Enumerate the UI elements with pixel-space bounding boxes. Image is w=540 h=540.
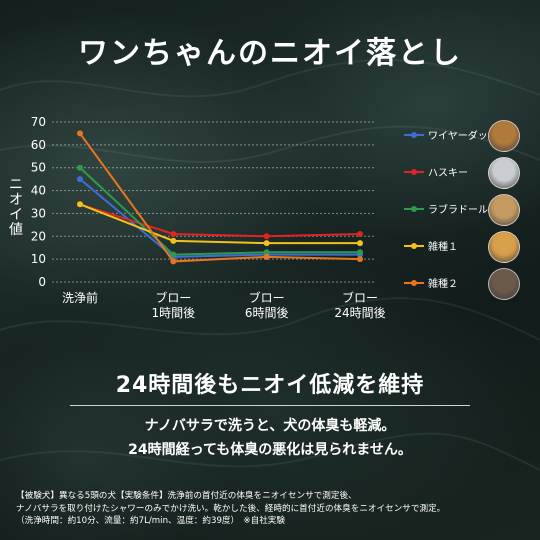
legend-label: ラブラドール: [428, 205, 488, 216]
legend-marker: [411, 206, 417, 212]
chart-legend: ワイヤーダックス ハスキーラブラドール 雑種１ 雑種２: [404, 118, 534, 303]
legend-marker: [411, 132, 417, 138]
legend-marker: [411, 243, 417, 249]
series-line: [79, 203, 360, 245]
legend-item: ラブラドール: [404, 192, 534, 229]
odor-line-chart: 0 10 20 30 40 50 60 70 洗浄前 ブロー 1時間後 ブロー 6時間後 ブロー 24時間…: [31, 115, 386, 320]
y-tick-label: 40: [31, 184, 46, 198]
dachshund-photo-icon: [488, 120, 520, 152]
legend-label: ワイヤーダックス: [428, 131, 508, 142]
legend-label: 雑種１: [428, 242, 458, 253]
series-line: [79, 203, 361, 238]
y-tick-label: 30: [31, 206, 46, 220]
legend-item: 雑種１: [404, 229, 534, 266]
legend-marker: [411, 169, 417, 175]
data-point: [263, 240, 270, 247]
series-line: [79, 132, 361, 263]
data-point: [170, 237, 177, 244]
x-category-label: ブロー 6時間後: [245, 290, 289, 320]
body-line-2: 24時間経っても体臭の悪化は見られません。: [128, 442, 412, 458]
data-point: [170, 231, 177, 237]
body-line-1: ナノバサラで洗うと、犬の体臭も軽減。: [144, 418, 396, 434]
mixed-breed-2-photo-icon: [488, 268, 520, 300]
legend-item: 雑種２: [404, 266, 534, 303]
note-line-1: 【被験犬】異なる5頭の犬【実験条件】洗浄前の首付近の体臭をニオイセンサで測定後、: [16, 491, 357, 501]
x-category-label: ブロー 1時間後: [152, 290, 196, 320]
body-copy: ナノバサラで洗うと、犬の体臭も軽減。 24時間経っても体臭の悪化は見られません。: [0, 414, 540, 462]
husky-photo-icon: [488, 157, 520, 189]
data-point: [263, 249, 270, 256]
series-line: [79, 166, 360, 256]
page-title: ワンちゃんのニオイ落とし: [78, 36, 462, 71]
mixed-breed-1-photo-icon: [488, 231, 520, 263]
data-point: [170, 251, 177, 258]
legend-marker: [411, 280, 417, 286]
experiment-notes: 【被験犬】異なる5頭の犬【実験条件】洗浄前の首付近の体臭をニオイセンサで測定後、…: [16, 490, 531, 528]
note-line-3: （洗浄時間：約10分、流量：約7L/min、温度：約39度） ※自社実験: [16, 516, 285, 526]
data-point: [77, 164, 83, 171]
legend-item: ワイヤーダックス: [404, 118, 534, 155]
data-point: [263, 253, 270, 260]
x-category-label: ブロー 24時間後: [334, 290, 385, 320]
y-tick-label: 70: [31, 115, 46, 129]
y-tick-label: 0: [38, 275, 46, 289]
subheadline: 24時間後もニオイ低減を維持: [115, 373, 425, 398]
data-point: [77, 201, 83, 208]
y-tick-label: 60: [31, 138, 46, 152]
data-point: [357, 256, 363, 263]
series-line: [79, 178, 360, 258]
note-line-2: ナノバサラを取り付けたシャワーのみでかけ洗い。乾かした後、経時的に首付近の体臭を…: [16, 503, 446, 514]
legend-item: ハスキー: [404, 155, 534, 192]
data-point: [357, 240, 363, 247]
labrador-photo-icon: [488, 194, 520, 226]
data-point: [263, 233, 270, 240]
legend-label: ハスキー: [428, 168, 468, 179]
y-tick-label: 20: [31, 229, 46, 243]
data-point: [77, 130, 83, 137]
y-tick-label: 10: [31, 252, 46, 266]
data-point: [170, 258, 177, 265]
y-axis-label: ニオイ値: [9, 177, 23, 238]
data-point: [357, 231, 363, 237]
divider: [70, 405, 470, 406]
y-tick-label: 50: [31, 161, 46, 175]
legend-label: 雑種２: [428, 279, 458, 290]
data-point: [357, 249, 363, 256]
data-point: [77, 176, 83, 183]
x-category-label: 洗浄前: [62, 290, 98, 305]
